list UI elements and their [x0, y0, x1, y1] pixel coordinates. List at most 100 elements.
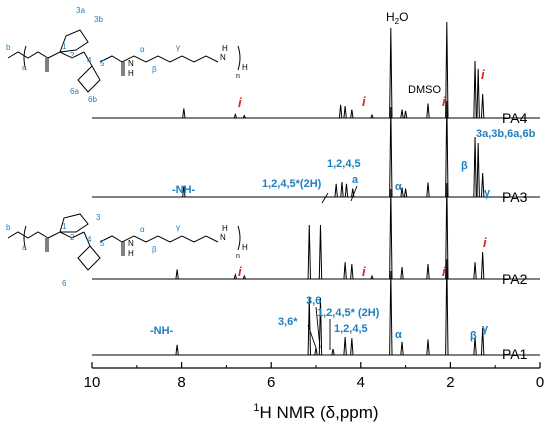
spectrum-peak [476, 142, 480, 198]
pa1-36star-leader [307, 324, 317, 349]
repeat-brackets [23, 45, 241, 71]
struct-bot-atom: n [236, 253, 240, 260]
spectrum-peak [473, 136, 477, 198]
struct-top-label: a [22, 63, 27, 72]
impurity-mark: i [483, 235, 487, 250]
spectrum-peak [233, 272, 238, 280]
pa1-beta-label: β [470, 330, 477, 342]
struct-bot-label: 5 [100, 239, 105, 248]
pa1-36-leader [315, 306, 321, 349]
spectrum-peak [445, 100, 449, 198]
spectrum-peak [389, 188, 393, 280]
spectrum-peak [370, 113, 374, 119]
pa3-backbone-label: 1,2,4,5 [327, 158, 361, 170]
spectrum-peak [331, 348, 335, 356]
x-axis-label-sup: 1 [253, 402, 259, 414]
spectrum-peak [426, 339, 430, 356]
pa4-methyl-label: 3a,3b,6a,6b [476, 128, 536, 140]
struct-top-label: 3b [94, 15, 103, 24]
spectrum-peak [389, 27, 393, 119]
amide-carbonyl [99, 55, 125, 76]
spectrum-peak [350, 338, 354, 356]
spectrum-peak [426, 263, 430, 280]
pa1-nh-label: -NH- [150, 325, 174, 337]
impurity-mark: i [442, 264, 446, 279]
struct-bot-label: γ [176, 223, 180, 232]
struct-top-atom: H [128, 69, 134, 78]
impurity-mark: i [238, 95, 242, 110]
impurity-mark: i [362, 94, 366, 109]
x-ticks: 10 8 6 4 2 0 [84, 362, 544, 391]
pa1-36-label: 3,6 [306, 295, 321, 307]
struct-bot-label: a [22, 243, 27, 252]
struct-bot-atom: H [128, 249, 134, 258]
spectrum-pa1 [92, 258, 540, 356]
spectrum-peak [350, 263, 354, 280]
struct-bot-atom: H [222, 224, 228, 233]
x-tick-label: 2 [446, 374, 454, 391]
struct-top-atom: n [236, 73, 240, 80]
x-axis-label-main: H NMR (δ,ppm) [260, 403, 379, 422]
pa3-nh-label: -NH- [172, 184, 196, 196]
spectrum-peak [233, 112, 238, 119]
x-tick-label: 10 [84, 374, 101, 391]
x-tick-label: 6 [267, 374, 275, 391]
spectrum-peak [334, 183, 338, 198]
struct-bot-label: 3 [96, 213, 101, 222]
spectrum-pa3 [92, 100, 540, 198]
struct-top-label: γ [176, 43, 180, 52]
spectrum-peak [400, 109, 404, 119]
dmso-label: DMSO [408, 84, 441, 96]
spectrum-peak [389, 106, 393, 198]
struct-bot-label: 1 [62, 222, 67, 231]
series-label-pa4: PA4 [502, 110, 528, 126]
series-label-pa3: PA3 [502, 189, 528, 205]
spectrum-peak [445, 182, 449, 280]
spectrum-peak [182, 108, 186, 119]
dioxolane-ring-bottom [77, 51, 101, 93]
pa1-alpha-label: α [395, 329, 402, 341]
x-tick-label: 8 [177, 374, 185, 391]
pa1-36star-label: 3,6* [278, 316, 298, 328]
impurity-mark: i [442, 94, 446, 109]
spectrum-peak [343, 336, 347, 356]
spectrum-peak [400, 266, 404, 280]
struct-top-atom: H [242, 63, 248, 72]
dioxolane-ring-bottom [77, 231, 101, 271]
spectrum-peak [389, 270, 393, 356]
spectrum-peak [175, 269, 179, 280]
pa3-gamma-label: γ [484, 187, 491, 199]
spectrum-peak [480, 327, 485, 356]
spectrum-peak [307, 297, 311, 356]
struct-bot-atom: N [128, 239, 134, 248]
struct-top-label: 4 [87, 56, 92, 65]
spectrum-peak [476, 68, 480, 119]
struct-top-label: 6b [88, 95, 97, 104]
spectrum-peak [445, 21, 449, 119]
pa1-backbone-label: 1,2,4,5 [334, 323, 368, 335]
struct-top-atom: N [128, 59, 134, 68]
series-label-pa1: PA1 [502, 346, 528, 362]
spectrum-peak [318, 297, 323, 356]
h2o-h: H [386, 10, 395, 24]
pa3-a-leader [350, 185, 358, 202]
spectrum-peak [340, 181, 344, 198]
struct-top-label: b [6, 43, 11, 52]
spectrum-peak [182, 186, 186, 198]
pa3-beta-label: β [461, 160, 468, 172]
spectrum-peak [370, 274, 374, 280]
spectrum-peak [400, 341, 404, 356]
spectrum-peak [307, 224, 311, 280]
carbonyl [45, 238, 49, 252]
x-tick-label: 4 [357, 374, 365, 391]
struct-top-label: 5 [100, 59, 105, 68]
struct-top-label: 3a [76, 6, 85, 15]
struct-top-label: α [140, 45, 145, 54]
structure-pa1-labels: 3 1 2 4 5 6 b a α β γ N H N H H n [6, 213, 248, 288]
series-label-pa2: PA2 [502, 271, 528, 287]
ester-chain [7, 231, 49, 239]
struct-top-label: β [152, 65, 157, 74]
struct-bot-label: b [6, 223, 11, 232]
struct-top-label: 1 [62, 42, 67, 51]
impurity-mark: i [362, 264, 366, 279]
